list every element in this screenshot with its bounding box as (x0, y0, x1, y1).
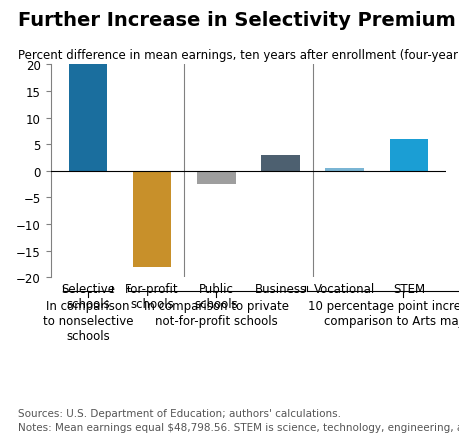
Text: In comparison
to nonselective
schools: In comparison to nonselective schools (43, 299, 133, 342)
Text: Further Increase in Selectivity Premium in Long Run: Further Increase in Selectivity Premium … (18, 11, 459, 30)
Text: 10 percentage point increase in
comparison to Arts majors: 10 percentage point increase in comparis… (308, 299, 459, 327)
Bar (133, 171, 171, 267)
Text: Notes: Mean earnings equal $48,798.56. STEM is science, technology, engineering,: Notes: Mean earnings equal $48,798.56. S… (18, 422, 459, 432)
Bar (196, 171, 235, 185)
Text: Percent difference in mean earnings, ten years after enrollment (four-year colle: Percent difference in mean earnings, ten… (18, 49, 459, 62)
Bar (325, 169, 363, 171)
Bar (389, 140, 427, 171)
Text: Sources: U.S. Department of Education; authors' calculations.: Sources: U.S. Department of Education; a… (18, 408, 341, 418)
Bar (261, 155, 299, 171)
Bar (68, 62, 107, 171)
Text: In comparison to private
not-for-profit schools: In comparison to private not-for-profit … (144, 299, 288, 327)
